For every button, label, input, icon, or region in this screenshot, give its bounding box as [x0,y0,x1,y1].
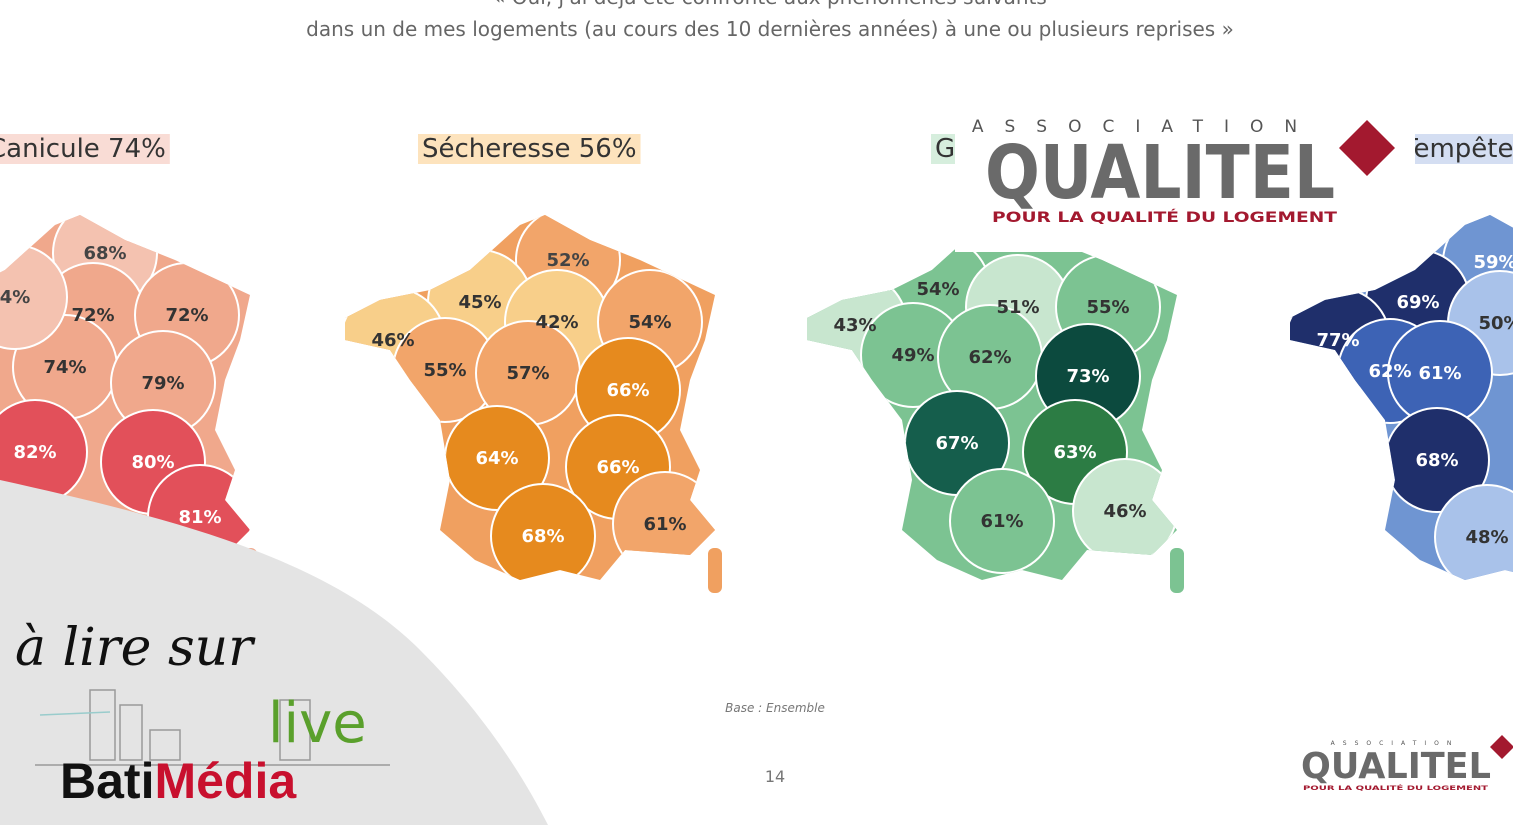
region-label: 64% [475,448,518,469]
city-sketch [35,689,390,766]
map-title: Tempête [1401,134,1513,164]
title-bg [1397,134,1513,164]
title-bg [418,134,641,164]
region-label: 82% [13,442,56,463]
region-label: 55% [1086,297,1129,318]
france-map: 59% 69% 50% 77% 62% 61% 68% 48% Tempête [1290,134,1513,580]
region-label: 77% [1316,330,1359,351]
brand-part: Bati [60,753,154,809]
overlay-brand: BatiMédia [60,753,297,809]
regions [1290,215,1513,580]
region-label: 81% [178,507,221,528]
region-label: 61% [1418,363,1461,384]
region-label: 67% [935,433,978,454]
region-label: 57% [506,363,549,384]
region-label: 72% [71,305,114,326]
region-label: 54% [628,312,671,333]
map-title: Canicule 74% [0,134,166,164]
region-label: 4% [0,287,30,308]
logo-association: ASSOCIATION [1331,740,1460,747]
region-label: 61% [643,514,686,535]
region-label: 46% [1103,501,1146,522]
logo-association: ASSOCIATION [972,117,1318,137]
region-label: 66% [606,380,649,401]
france-map: 52% 45% 42% 54% 46% 55% 57% 66% 64% 66% 68% 61% Séch… [345,134,722,593]
region-label: 72% [165,305,208,326]
logo-tagline: POUR LA QUALITÉ DU LOGEMENT [1303,784,1490,792]
logo-bg [955,104,1415,252]
region-label: 54% [916,279,959,300]
region [949,468,1055,574]
region [490,483,596,580]
logo-name: QUALITEL [1301,746,1491,787]
france-map: 68% 72% 72% 74% 79% 82% 80% 81% 4% Canicule 74% [0,134,257,593]
region-label: 43% [833,315,876,336]
region-label: 69% [1396,292,1439,313]
region-label: 62% [1368,361,1411,382]
region-label: 66% [596,457,639,478]
france-map: 54% 51% 55% 43% 49% 62% 73% 67% 63% 61% 46% G [807,134,1184,593]
promo-overlay: à lire sur live BatiMédia [0,480,548,825]
logo-diamond [1490,735,1513,759]
page-number: 14 [765,767,785,786]
header-line: « Oui, j'ai déjà été confronté aux phéno… [493,0,1047,9]
brand-part: Média [154,753,297,809]
region-label: 68% [521,526,564,547]
region [1434,484,1513,580]
logo-name: QUALITEL [985,130,1335,216]
region-label: 62% [968,347,1011,368]
region-label: 46% [371,330,414,351]
map-title: Sécheresse 56% [422,134,637,164]
overlay-bg [0,480,548,825]
header-line: dans un de mes logements (au cours des 1… [306,17,1234,41]
corsica [708,548,722,593]
region-label: 50% [1478,313,1513,334]
region-label: 49% [891,345,934,366]
region-label: 74% [43,357,86,378]
small-logo: ASSOCIATION QUALITEL POUR LA QUALITÉ DU … [1301,735,1513,792]
region-label: 59% [1473,252,1513,273]
region-label: 68% [83,243,126,264]
regions [0,215,250,570]
region-label: 80% [131,452,174,473]
region-label: 73% [1066,366,1109,387]
region-label: 63% [1053,442,1096,463]
region-label: 79% [141,373,184,394]
big-logo: ASSOCIATION QUALITEL POUR LA QUALITÉ DU … [955,104,1415,252]
base-note: Base : Ensemble [725,701,825,715]
corsica [1170,548,1184,593]
region-label: 61% [980,511,1023,532]
logo-diamond [1339,120,1395,176]
region-label: 45% [458,292,501,313]
logo-tagline: POUR LA QUALITÉ DU LOGEMENT [992,209,1338,226]
region-label: 68% [1415,450,1458,471]
region-label: 52% [546,250,589,271]
map-title: G [935,134,955,164]
region-label: 42% [535,312,578,333]
region-label: 55% [423,360,466,381]
region-label: 51% [996,297,1039,318]
region-label: 48% [1465,527,1508,548]
title-bg [931,134,960,164]
title-bg [0,134,170,164]
overlay-intro: à lire sur [15,618,256,678]
regions [807,236,1177,574]
overlay-live: live [268,691,367,756]
